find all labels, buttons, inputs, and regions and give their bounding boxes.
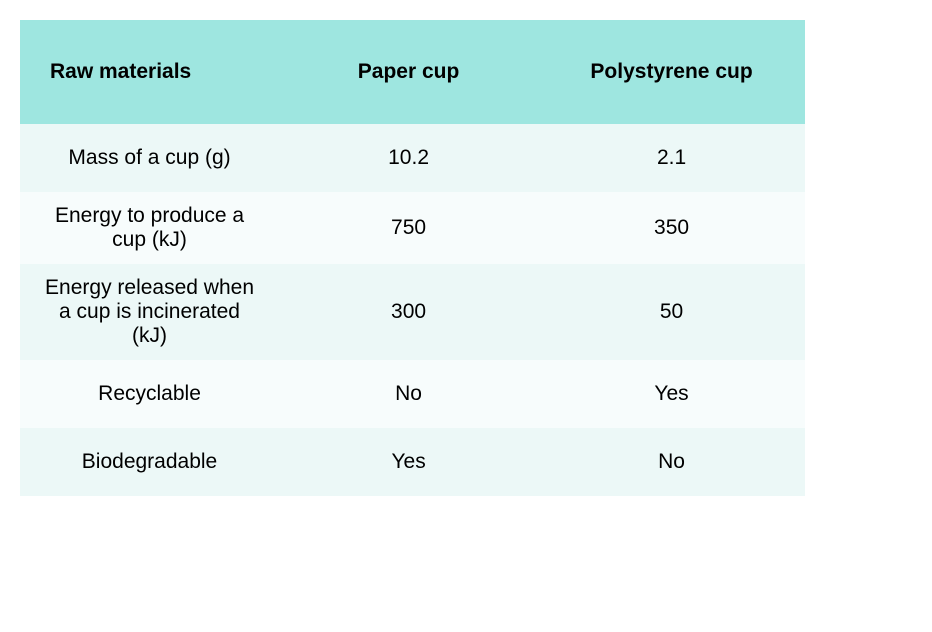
cell-paper: 750 [279,192,538,264]
table-row: Energy to produce a cup (kJ) 750 350 [20,192,805,264]
cell-poly: 2.1 [538,124,805,192]
column-header-raw-materials: Raw materials [20,20,279,124]
table-header: Raw materials Paper cup Polystyrene cup [20,20,805,124]
table-row: Biodegradable Yes No [20,428,805,496]
table-row: Recyclable No Yes [20,360,805,428]
cell-poly: No [538,428,805,496]
cell-poly: Yes [538,360,805,428]
cell-paper: 10.2 [279,124,538,192]
column-header-paper-cup: Paper cup [279,20,538,124]
row-label: Mass of a cup (g) [20,124,279,192]
cell-paper: 300 [279,264,538,360]
cell-paper: No [279,360,538,428]
comparison-table-container: Raw materials Paper cup Polystyrene cup … [20,20,805,496]
row-label: Energy to produce a cup (kJ) [20,192,279,264]
column-header-polystyrene-cup: Polystyrene cup [538,20,805,124]
table-row: Energy released when a cup is incinerate… [20,264,805,360]
row-label: Recyclable [20,360,279,428]
row-label: Biodegradable [20,428,279,496]
cell-paper: Yes [279,428,538,496]
cell-poly: 50 [538,264,805,360]
cell-poly: 350 [538,192,805,264]
table-body: Mass of a cup (g) 10.2 2.1 Energy to pro… [20,124,805,496]
table-row: Mass of a cup (g) 10.2 2.1 [20,124,805,192]
table-header-row: Raw materials Paper cup Polystyrene cup [20,20,805,124]
row-label: Energy released when a cup is incinerate… [20,264,279,360]
comparison-table: Raw materials Paper cup Polystyrene cup … [20,20,805,496]
